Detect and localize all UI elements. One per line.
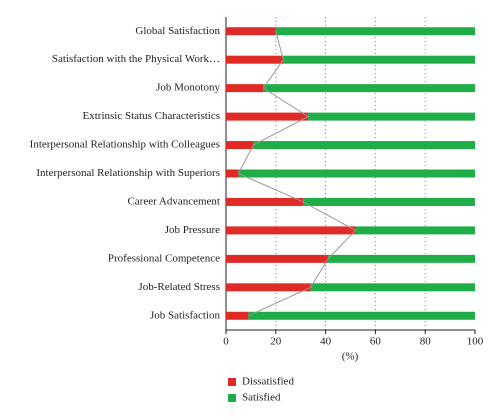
bar-segment [303, 197, 475, 206]
legend-swatch [228, 394, 236, 402]
bar-segment [226, 112, 309, 121]
bar-segment [283, 55, 475, 64]
y-tick-label: Professional Competence [108, 252, 220, 264]
bar-segment [355, 226, 475, 235]
x-tick-label: 100 [467, 336, 484, 348]
bar-segment [226, 141, 254, 150]
x-axis-label: (%) [342, 351, 359, 363]
y-tick-label: Career Advancement [127, 195, 220, 207]
x-tick-label: 80 [420, 336, 432, 348]
y-tick-label: Job-Related Stress [138, 281, 220, 293]
legend-swatch [228, 378, 236, 386]
trend-line [237, 31, 357, 317]
x-tick-label: 20 [270, 336, 282, 348]
bar-segment [308, 112, 475, 121]
legend-label: Dissatisfied [242, 376, 294, 388]
legend-label: Satisfied [242, 392, 281, 404]
bar-segment [226, 283, 311, 292]
bar-segment [226, 197, 304, 206]
y-tick-label: Interpersonal Relationship with Colleagu… [30, 139, 220, 151]
y-tick-label: Satisfaction with the Physical Work… [52, 53, 220, 65]
y-tick-label: Job Monotony [156, 82, 220, 94]
bar-segment [226, 169, 239, 178]
bar-segment [275, 27, 475, 36]
bar-segment [226, 55, 284, 64]
bar-segment [310, 283, 475, 292]
bar-segment [226, 254, 329, 263]
x-tick-label: 0 [223, 336, 229, 348]
y-tick-label: Interpersonal Relationship with Superior… [36, 167, 220, 179]
x-tick-label: 60 [370, 336, 382, 348]
bar-segment [226, 226, 356, 235]
x-tick-label: 40 [320, 336, 332, 348]
bar-segment [226, 27, 276, 36]
y-tick-label: Job Satisfaction [150, 309, 220, 321]
y-tick-label: Job Pressure [165, 224, 220, 236]
bar-segment [253, 141, 475, 150]
bar-segment [328, 254, 475, 263]
bar-segment [248, 311, 475, 320]
bar-segment [238, 169, 475, 178]
bar-segment [226, 84, 264, 93]
bar-segment [263, 84, 475, 93]
bar-segment [226, 311, 249, 320]
y-tick-label: Extrinsic Status Characteristics [83, 110, 220, 122]
y-tick-label: Global Satisfaction [135, 25, 220, 37]
